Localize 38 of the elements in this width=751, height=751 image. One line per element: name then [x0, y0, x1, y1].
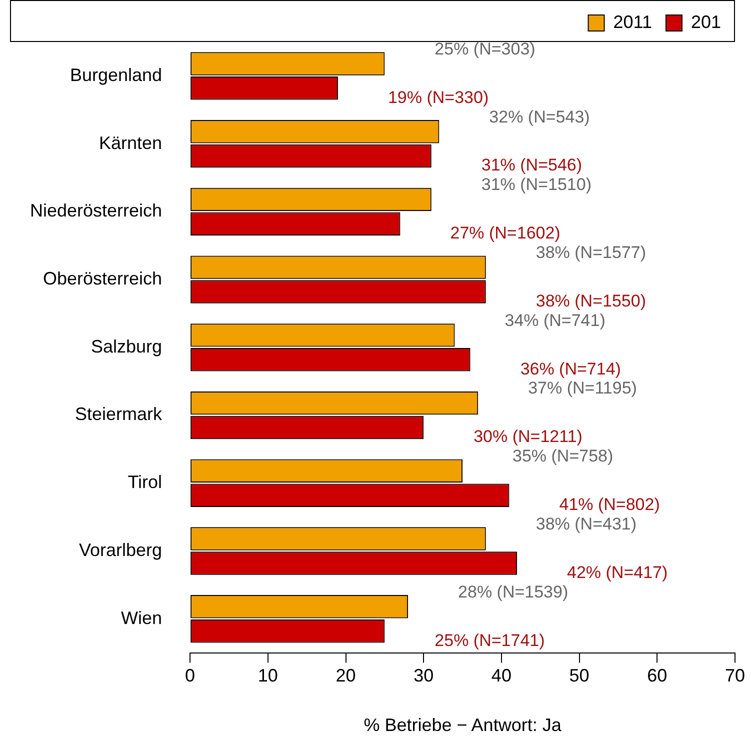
x-tick-label: 10 — [258, 666, 278, 686]
data-label: 30% (N=1211) — [474, 427, 582, 446]
y-tick-label: Oberösterreich — [42, 268, 162, 288]
data-label: 38% (N=1550) — [536, 291, 646, 310]
data-label: 25% (N=1741) — [434, 630, 545, 650]
legend-label: 201 — [690, 12, 722, 32]
data-label: 37% (N=1195) — [528, 378, 637, 398]
y-tick-label: Steiermark — [75, 404, 164, 424]
y-tick-label: Burgenland — [70, 64, 162, 85]
data-label: 38% (N=1577) — [536, 243, 646, 262]
y-tick-label: Wien — [121, 608, 162, 628]
data-label: 28% (N=1539) — [458, 582, 568, 602]
x-tick-label: 60 — [647, 666, 668, 686]
data-label: 42% (N=417) — [567, 562, 668, 582]
data-label: 31% (N=1510) — [481, 175, 592, 194]
y-tick-label: Vorarlberg — [78, 540, 162, 560]
data-label: 31% (N=546) — [481, 156, 582, 175]
y-tick-label: Kärnten — [99, 132, 162, 153]
y-tick-label: Salzburg — [91, 336, 162, 356]
x-tick-label: 50 — [569, 666, 590, 686]
x-tick-label: 70 — [724, 666, 746, 686]
data-label: 35% (N=758) — [512, 446, 614, 466]
data-label: 41% (N=802) — [559, 495, 660, 514]
data-label: 32% (N=543) — [489, 107, 590, 126]
x-tick-label: 20 — [336, 666, 356, 686]
legend-label: 2011 — [613, 12, 652, 32]
data-label: 27% (N=1602) — [450, 224, 560, 243]
x-tick-label: 30 — [414, 666, 434, 686]
x-tick-label: 0 — [185, 666, 196, 686]
x-axis-title: % Betriebe − Antwort: Ja — [364, 715, 562, 736]
data-label: 38% (N=431) — [536, 514, 637, 534]
y-tick-label: Tirol — [128, 472, 162, 492]
data-label: 25% (N=303) — [434, 39, 536, 58]
data-label: 36% (N=714) — [520, 359, 621, 378]
y-tick-label: Niederösterreich — [30, 200, 162, 221]
x-tick-label: 40 — [491, 666, 512, 686]
data-label: 34% (N=741) — [504, 310, 606, 330]
data-label: 19% (N=330) — [388, 88, 489, 107]
